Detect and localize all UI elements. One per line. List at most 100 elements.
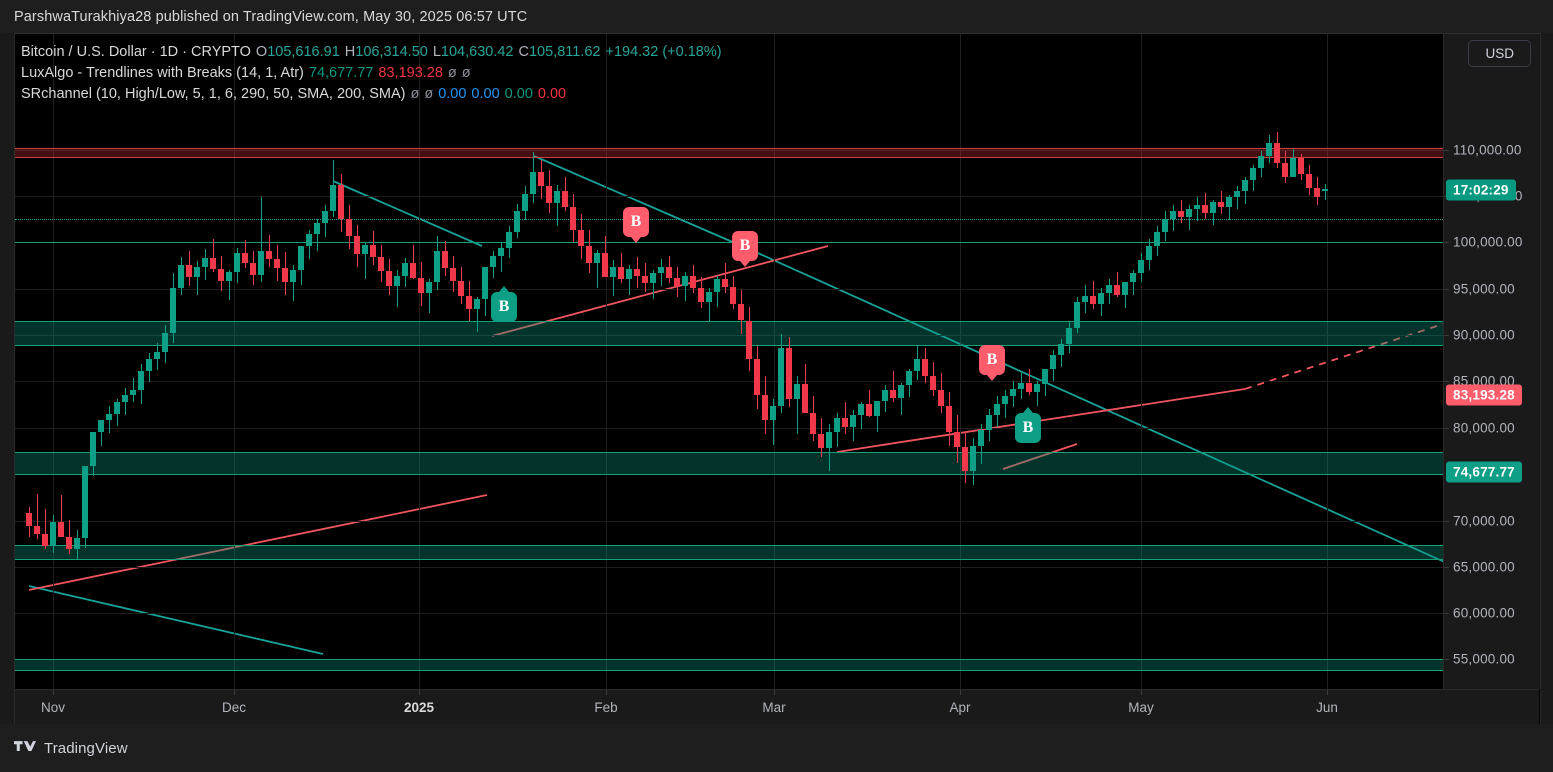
break-marker-sell[interactable]: B — [732, 231, 758, 267]
candle-body — [1290, 158, 1296, 177]
footer-bar: TradingView — [0, 724, 1553, 772]
candle-body — [1082, 296, 1088, 302]
candle-body — [618, 266, 624, 279]
candle-body — [146, 359, 152, 371]
candle-body — [498, 248, 504, 256]
candle-body — [970, 445, 976, 471]
candle-body — [82, 465, 88, 539]
candle-body — [1098, 292, 1104, 304]
candle-body — [1114, 285, 1120, 296]
candle-body — [226, 272, 232, 281]
candle-body — [1130, 273, 1136, 282]
candle-body — [802, 384, 808, 414]
candle-body — [1282, 162, 1288, 177]
time-tick-label: Feb — [594, 700, 618, 715]
candle-wick — [628, 264, 630, 296]
break-marker-tail — [987, 375, 997, 381]
candle-body — [930, 376, 936, 390]
candle-body — [314, 223, 320, 235]
sr-band-resistance — [15, 147, 1443, 158]
candle-body — [66, 537, 72, 550]
candle-body — [1194, 204, 1200, 210]
support-badge[interactable]: 74,677.77 — [1446, 461, 1522, 483]
candle-body — [850, 415, 856, 428]
candle-body — [674, 277, 680, 287]
gridline-vertical — [419, 34, 420, 689]
candle-body — [746, 320, 752, 360]
candle-wick — [196, 261, 198, 296]
candle-wick — [796, 376, 798, 434]
candle-body — [298, 246, 304, 270]
break-marker-label: B — [979, 345, 1005, 375]
candle-body — [1306, 174, 1312, 188]
time-scale[interactable]: Nov Dec 2025 Feb Mar Apr May Jun — [15, 689, 1539, 724]
sr-level-line — [15, 242, 1443, 244]
resistance-badge[interactable]: 83,193.28 — [1446, 384, 1522, 406]
candle-body — [26, 513, 32, 527]
candle-body — [730, 287, 736, 304]
trendline-down-2 — [533, 155, 752, 251]
break-marker-tail — [499, 286, 509, 292]
countdown-badge[interactable]: 17:02:29 — [1446, 179, 1516, 201]
break-marker-sell[interactable]: B — [623, 207, 649, 243]
candle-body — [1218, 201, 1224, 208]
time-tick-mark — [1327, 690, 1328, 695]
gridline-vertical — [960, 34, 961, 689]
sr-band-support — [15, 321, 1443, 346]
time-tick-mark — [234, 690, 235, 695]
candle-body — [538, 172, 544, 187]
candle-body — [178, 264, 184, 289]
candle-body — [1138, 260, 1144, 274]
chart-plot-area[interactable]: B B B B B — [15, 34, 1443, 689]
candle-body — [922, 359, 928, 377]
candle-body — [218, 268, 224, 281]
candle-body — [378, 256, 384, 272]
candle-wick — [1028, 368, 1030, 395]
candle-body — [170, 288, 176, 333]
candle-wick — [860, 402, 862, 429]
trendline-down-5 — [28, 585, 324, 655]
price-tick-label: 65,000.00 — [1453, 559, 1515, 575]
candle-body — [1002, 396, 1008, 404]
break-marker-buy[interactable]: B — [491, 286, 517, 322]
candle-body — [842, 417, 848, 428]
candle-body — [1090, 296, 1096, 304]
gridline-vertical — [53, 34, 54, 689]
candle-wick — [900, 382, 902, 415]
candle-body — [322, 211, 328, 224]
candle-wick — [1324, 184, 1326, 200]
candle-body — [866, 403, 872, 416]
candle-wick — [364, 241, 366, 279]
candle-body — [738, 303, 744, 321]
break-marker-buy[interactable]: B — [1015, 407, 1041, 443]
candle-body — [1250, 167, 1256, 180]
candle-body — [194, 266, 200, 277]
price-scale[interactable]: USD 110,000.00105,000.00100,000.0095,000… — [1443, 34, 1540, 714]
time-tick-label: Nov — [40, 700, 66, 715]
candle-wick — [684, 272, 686, 302]
candle-body — [450, 267, 456, 281]
candle-wick — [612, 260, 614, 297]
candle-body — [682, 276, 688, 287]
candle-body — [506, 231, 512, 249]
candle-wick — [892, 371, 894, 403]
candle-body — [346, 218, 352, 237]
candle-body — [114, 402, 120, 415]
currency-pill[interactable]: USD — [1468, 40, 1531, 67]
candle-body — [1274, 142, 1280, 163]
price-tick-label: 95,000.00 — [1453, 281, 1515, 297]
tradingview-logo[interactable]: TradingView — [0, 740, 128, 757]
price-tick-mark — [1444, 150, 1449, 151]
candle-wick — [876, 401, 878, 432]
break-marker-sell[interactable]: B — [979, 345, 1005, 381]
candle-body — [594, 252, 600, 264]
candle-wick — [1188, 204, 1190, 230]
candle-wick — [556, 185, 558, 226]
sr-band-edge-top — [15, 321, 1443, 323]
candle-body — [90, 431, 96, 466]
candle-wick — [500, 241, 502, 273]
candle-wick — [1236, 186, 1238, 210]
candle-body — [1242, 179, 1248, 191]
